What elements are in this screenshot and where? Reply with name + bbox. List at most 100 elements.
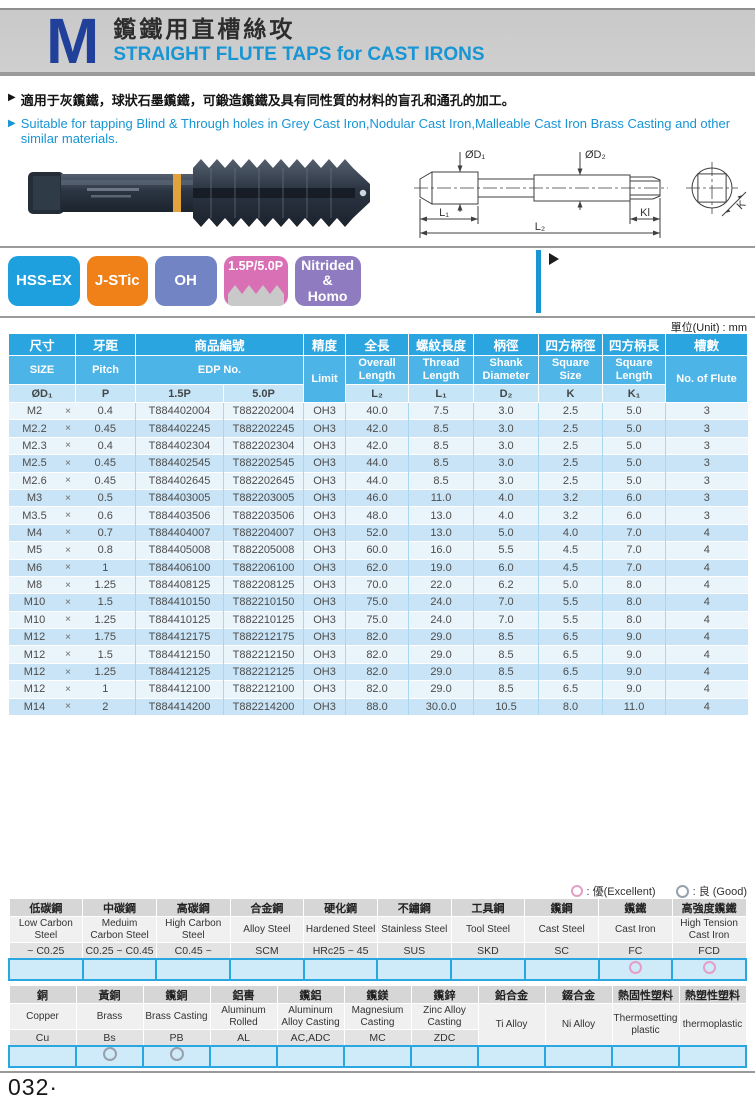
legend-good-label: : 良 (Good): [692, 886, 747, 898]
col-thread-zh: 螺紋長度: [408, 333, 475, 356]
material-code: FCD: [671, 942, 747, 960]
multiply-sign: ×: [60, 541, 76, 560]
legend-good: : 良 (Good): [675, 883, 747, 899]
material-rating-cell: [8, 1045, 77, 1068]
shank-diameter-cell: 8.5: [473, 662, 539, 681]
edp-1-5p-cell: T884403506: [135, 506, 224, 525]
sym-square-length: K₁: [602, 384, 667, 403]
multiply-sign: ×: [60, 436, 76, 455]
square-size-cell: 6.5: [538, 680, 603, 699]
limit-cell: OH3: [303, 506, 346, 525]
material-name-zh: 銅: [8, 985, 77, 1004]
shank-diameter-cell: 8.5: [473, 680, 539, 699]
pitch-cell: 0.45: [75, 419, 136, 438]
material-code: FC: [598, 942, 673, 960]
tap-product-photo: [28, 159, 370, 227]
thread-length-cell: 24.0: [408, 593, 474, 612]
square-length-cell: 5.0: [602, 419, 666, 438]
shank-diameter-cell: 4.0: [473, 488, 539, 507]
size-cell: M2.6: [8, 471, 61, 490]
edp-5-0p-cell: T882202645: [223, 471, 304, 490]
materials-table-steels: 低碳鋼 中碳鋼 高碳鋼 合金鋼 硬化鋼 不鏽鋼 工具鋼 鑬鋼 鑬鐵 高強度鑬鐵 Low Carbon…: [8, 898, 747, 981]
pitch-cell: 1.5: [75, 645, 136, 664]
material-code: SKD: [450, 942, 526, 960]
page-number: 032·: [8, 1074, 59, 1100]
overall-length-cell: 82.0: [345, 680, 409, 699]
material-name-en: High Carbon Steel: [155, 916, 231, 943]
material-row: [8, 958, 747, 981]
square-size-cell: 2.5: [538, 419, 603, 438]
bullet-arrow-icon: ▶: [8, 92, 16, 103]
spec-header-symbol-row: ØD₁ P 1.5P 5.0P L₂ L₁ D₂ K K₁: [7, 384, 748, 403]
col-shank-en: Shank Diameter: [473, 355, 540, 385]
sym-edp15: 1.5P: [135, 384, 225, 403]
col-square-length-en: Square Length: [602, 355, 667, 385]
overall-length-cell: 48.0: [345, 506, 409, 525]
spec-row: M3.5 × 0.6 T884403506 T882203506 OH3 48.0 13.0 4…: [8, 506, 748, 525]
square-size-cell: 4.0: [538, 523, 603, 542]
unit-note: 單位(Unit) : mm: [670, 322, 747, 334]
overall-length-cell: 52.0: [345, 523, 409, 542]
shank-diameter-cell: 4.0: [473, 506, 539, 525]
col-limit-zh: 精度: [303, 333, 347, 356]
material-code: PB: [142, 1029, 211, 1047]
spec-row: M2.2 × 0.45 T884402245 T882202245 OH3 42.0 8.5 3…: [8, 419, 748, 438]
page-title-en: STRAIGHT FLUTE TAPS for CAST IRONS: [113, 43, 485, 65]
material-name-en: Aluminum Rolled: [209, 1003, 278, 1030]
edp-1-5p-cell: T884402304: [135, 436, 224, 455]
badge-pitch-label: 1.5P/5.0P: [228, 259, 284, 273]
etched-marking: [87, 188, 139, 191]
square-length-cell: 5.0: [602, 454, 666, 473]
square-length-cell: 9.0: [602, 662, 666, 681]
material-name-zh: 不鏽鋼: [376, 898, 452, 917]
multiply-sign: ×: [60, 506, 76, 525]
dim-label-l1: L₁: [439, 207, 449, 219]
edp-1-5p-cell: T884414200: [135, 697, 224, 716]
sym-shank: D₂: [473, 384, 540, 403]
material-row: Cu Bs PB AL AC,ADC MC ZDC: [8, 1029, 746, 1047]
multiply-sign: ×: [60, 662, 76, 681]
overall-length-cell: 60.0: [345, 541, 409, 560]
legend-excellent: : 優(Excellent): [570, 883, 656, 899]
shank-diameter-cell: 6.2: [473, 575, 539, 594]
size-cell: M5: [8, 541, 61, 560]
material-rating-cell: [671, 958, 747, 981]
flutes-cell: 3: [665, 401, 748, 420]
thread-length-cell: 29.0: [408, 662, 474, 681]
col-shank-zh: 柄徑: [473, 333, 540, 356]
material-name-en: Alloy Steel: [229, 916, 305, 943]
material-name-zh: 合金鋼: [229, 898, 305, 917]
material-code: SC: [524, 942, 599, 960]
material-rating-cell: [209, 1045, 278, 1068]
material-name-en: Cast Steel: [524, 916, 599, 943]
flutes-cell: 3: [665, 488, 748, 507]
material-code: MC: [343, 1029, 412, 1047]
legend-excellent-label: : 優(Excellent): [586, 886, 656, 898]
square-size-cell: 5.5: [538, 610, 603, 629]
flutes-cell: 4: [665, 610, 748, 629]
edp-1-5p-cell: T884412150: [135, 645, 224, 664]
flutes-cell: 4: [665, 558, 748, 577]
blue-accent-bar: [536, 250, 541, 313]
sym-square-size: K: [538, 384, 604, 403]
edp-5-0p-cell: T882204007: [223, 523, 304, 542]
material-name-zh: 硬化鋼: [303, 898, 378, 917]
material-code: C0.45 ~: [155, 942, 231, 960]
multiply-sign: ×: [60, 593, 76, 612]
flutes-cell: 4: [665, 697, 748, 716]
pitch-cell: 0.45: [75, 454, 136, 473]
intro-text: ▶ 適用于灰鑬鐵，球狀石墨鑬鐵，可鍛造鑬鐵及具有同性質的材料的盲孔和通孔的加工。…: [8, 90, 753, 153]
material-code: Bs: [75, 1029, 144, 1047]
square-length-cell: 5.0: [602, 471, 666, 490]
limit-cell: OH3: [303, 419, 346, 438]
overall-length-cell: 44.0: [345, 471, 409, 490]
shank-diameter-cell: 3.0: [473, 419, 539, 438]
page-titles: 鑬鐵用直槽絲攻 STRAIGHT FLUTE TAPS for CAST IRO…: [113, 16, 484, 65]
end-view-square: [697, 173, 727, 203]
col-square-size-en: Square Size: [538, 355, 604, 385]
badge-pitch-range: 1.5P/5.0P: [223, 256, 288, 306]
material-row: ~ C0.25 C0.25 ~ C0.45 C0.45 ~ SCM HRc25 ~ 45…: [8, 942, 747, 960]
material-name-en: Meduim Carbon Steel: [82, 916, 157, 943]
flutes-cell: 3: [665, 419, 748, 438]
square-size-cell: 2.5: [538, 471, 603, 490]
